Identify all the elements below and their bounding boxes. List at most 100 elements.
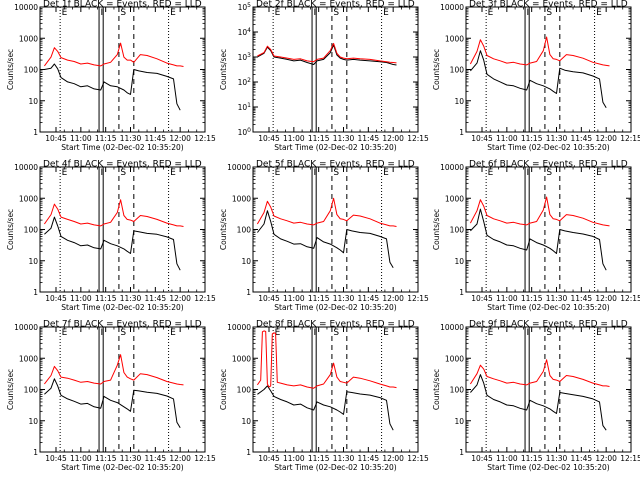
x-axis-label: Start Time (02-Dec-02 10:35:20) (487, 463, 609, 472)
marker-label: I (527, 168, 530, 178)
x-tick-label: 12:00 (595, 454, 617, 463)
marker-label: I (101, 168, 104, 178)
plot-frame (252, 326, 419, 453)
marker-label: S (120, 8, 126, 18)
y-tick-label: 10 (28, 417, 38, 426)
marker-label: E (596, 328, 602, 338)
detector-panel-1: Det 1f BLACK = Events, RED = LLD 1 10 100 10… (6, 0, 216, 152)
x-tick-label: 11:00 (496, 454, 518, 463)
y-tick-label: 10000 (440, 323, 464, 332)
marker-label: S (120, 168, 126, 178)
y-tick-label: 10000 (14, 323, 38, 332)
y-tick-label: 1000 (19, 354, 38, 363)
y-tick-label: 10 (454, 417, 464, 426)
x-tick-label: 12:15 (194, 454, 216, 463)
x-tick-label: 11:00 (496, 294, 518, 303)
y-axis-label: Counts/sec (432, 49, 441, 90)
marker-label: E (383, 168, 389, 178)
x-tick-label: 12:15 (407, 134, 429, 143)
x-axis-label: Start Time (02-Dec-02 10:35:20) (61, 303, 183, 312)
y-tick-label: 105 (238, 2, 252, 12)
plot-frame (465, 6, 632, 133)
panel-title: Det 9f BLACK = Events, RED = LLD (469, 320, 628, 330)
x-tick-label: 11:45 (145, 454, 167, 463)
series-lld (256, 197, 397, 227)
marker-label: S (333, 8, 339, 18)
marker-label: E (170, 168, 176, 178)
x-tick-label: 11:30 (120, 294, 142, 303)
x-tick-label: 12:00 (169, 294, 191, 303)
x-tick-label: 11:15 (521, 454, 543, 463)
x-tick-label: 11:45 (358, 294, 380, 303)
y-tick-label: 1000 (445, 34, 464, 43)
plot-frame (252, 166, 419, 293)
y-tick-label: 10 (454, 97, 464, 106)
detector-panel-2: Det 2f BLACK = Events, RED = LLD 100 101 10… (219, 0, 429, 152)
marker-label: E (488, 168, 494, 178)
x-tick-label: 10:45 (471, 134, 493, 143)
y-tick-label: 1 (246, 448, 251, 457)
y-tick-label: 1000 (19, 34, 38, 43)
marker-label: E (62, 8, 68, 18)
marker-label: S (120, 328, 126, 338)
y-axis-label: Counts/sec (219, 209, 228, 250)
y-tick-label: 1 (459, 448, 464, 457)
x-tick-label: 12:15 (620, 134, 640, 143)
x-tick-label: 11:00 (70, 454, 92, 463)
detector-panel-8: Det 8f BLACK = Events, RED = LLD 1 10 100 10… (219, 320, 429, 473)
y-tick-label: 10000 (440, 163, 464, 172)
marker-label: I (314, 8, 317, 18)
x-tick-label: 11:30 (546, 294, 568, 303)
y-axis-label: Counts/sec (219, 49, 228, 90)
y-tick-label: 100 (24, 386, 39, 395)
plot-frame (39, 326, 206, 453)
x-tick-label: 11:45 (571, 134, 593, 143)
series-events (470, 208, 607, 271)
x-tick-label: 11:45 (571, 294, 593, 303)
marker-label: E (383, 328, 389, 338)
y-tick-label: 1 (459, 128, 464, 137)
y-tick-label: 10000 (227, 163, 251, 172)
x-tick-label: 11:45 (145, 294, 167, 303)
x-tick-label: 11:30 (546, 134, 568, 143)
y-tick-label: 104 (238, 27, 252, 37)
x-tick-label: 11:15 (308, 294, 330, 303)
x-axis-label: Start Time (02-Dec-02 10:35:20) (274, 303, 396, 312)
panel-title: Det 8f BLACK = Events, RED = LLD (256, 320, 415, 330)
series-events (470, 50, 607, 108)
series-events (257, 44, 397, 66)
x-tick-label: 11:00 (283, 134, 305, 143)
detector-panel-4: Det 4f BLACK = Events, RED = LLD 1 10 100 10… (6, 160, 216, 313)
plot-frame (465, 326, 632, 453)
detector-panel-9: Det 9f BLACK = Events, RED = LLD 1 10 100 10… (432, 320, 640, 473)
y-axis-label: Counts/sec (6, 49, 15, 90)
x-axis-label: Start Time (02-Dec-02 10:35:20) (274, 143, 396, 152)
x-tick-label: 11:30 (333, 454, 355, 463)
y-tick-label: 100 (24, 66, 39, 75)
panel-title: Det 6f BLACK = Events, RED = LLD (469, 160, 628, 170)
x-axis-label: Start Time (02-Dec-02 10:35:20) (61, 463, 183, 472)
y-tick-label: 1 (33, 288, 38, 297)
series-events (470, 374, 607, 431)
detector-panel-6: Det 6f BLACK = Events, RED = LLD 1 10 100 10… (432, 160, 640, 313)
detector-panel-7: Det 7f BLACK = Events, RED = LLD 1 10 100 10… (6, 320, 216, 473)
marker-label: E (62, 168, 68, 178)
marker-label: S (546, 8, 552, 18)
marker-label: E (596, 168, 602, 178)
detector-panel-3: Det 3f BLACK = Events, RED = LLD 1 10 100 10… (432, 0, 640, 152)
x-tick-label: 12:15 (194, 134, 216, 143)
x-tick-label: 11:30 (333, 294, 355, 303)
x-tick-label: 11:15 (95, 294, 117, 303)
series-lld (469, 196, 610, 227)
x-tick-label: 11:45 (358, 134, 380, 143)
panel-title: Det 4f BLACK = Events, RED = LLD (43, 160, 202, 170)
marker-label: E (488, 8, 494, 18)
x-tick-label: 12:00 (595, 294, 617, 303)
marker-label: S (546, 328, 552, 338)
x-tick-label: 11:15 (95, 454, 117, 463)
y-tick-label: 1000 (445, 194, 464, 203)
x-tick-label: 11:45 (358, 454, 380, 463)
x-tick-label: 12:15 (407, 454, 429, 463)
y-tick-label: 10 (241, 257, 251, 266)
